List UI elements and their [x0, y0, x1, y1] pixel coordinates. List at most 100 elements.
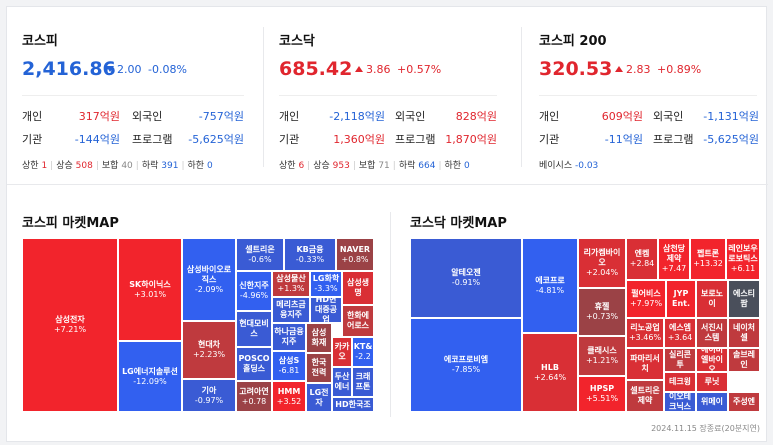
treemap-cell[interactable]: 에코프로비엠 -7.85%	[410, 318, 522, 412]
treemap-cell[interactable]: 한화에어로스	[342, 305, 374, 337]
treemap-cell[interactable]: HD현대중공업	[310, 297, 342, 323]
treemap-cell[interactable]: 삼성S -6.81	[272, 351, 306, 381]
treemap-cell[interactable]: 알테오젠 -0.91%	[410, 238, 522, 318]
investor-label: 외국인	[132, 110, 163, 123]
kosdaq-title[interactable]: 코스닥	[279, 34, 315, 49]
treemap-cell[interactable]: HD한국조	[332, 397, 374, 412]
stock-name: HLB	[541, 362, 559, 372]
treemap-cell[interactable]: SK하이닉스 +3.01%	[118, 238, 182, 341]
treemap-cell[interactable]: 루닛	[696, 372, 728, 392]
kosdaq-treemap: 알테오젠 -0.91% 에코프로비엠 -7.85% 에코프로 -4.81% HLB +2.64…	[410, 238, 760, 412]
treemap-cell[interactable]: 삼성전자 +7.21%	[22, 238, 118, 412]
stock-change: -0.97%	[194, 395, 224, 405]
up-arrow-icon	[355, 66, 363, 72]
treemap-cell[interactable]: 에코프로 -4.81%	[522, 238, 578, 333]
treemap-cell[interactable]: 위메이	[696, 392, 728, 412]
treemap-cell[interactable]: 셀트리온제약	[626, 380, 664, 412]
treemap-cell[interactable]: HMM +3.52	[272, 381, 306, 412]
treemap-cell[interactable]: 휴젤 +0.73%	[578, 288, 626, 336]
investor-value: -1,131억원	[703, 110, 759, 123]
stock-change: +13.32	[693, 259, 723, 268]
treemap-cell[interactable]: 펩트론 +13.32	[690, 238, 726, 280]
treemap-cell[interactable]: LG에너지솔루션 -12.09%	[118, 341, 182, 412]
treemap-cell[interactable]: 현대모비스	[236, 311, 272, 347]
stock-name: 에스엠	[668, 323, 692, 332]
treemap-cell[interactable]: 현대차 +2.23%	[182, 321, 236, 379]
treemap-cell[interactable]: 레인보우로보틱스 +6.11	[726, 238, 760, 280]
stock-change: +3.01%	[133, 289, 167, 299]
treemap-cell[interactable]: KB금융 -0.33%	[284, 238, 336, 271]
treemap-cell[interactable]: 삼성생명	[342, 271, 374, 305]
stock-name: 솔브레인	[732, 350, 756, 369]
treemap-cell[interactable]: 네이처셀	[728, 318, 760, 348]
treemap-cell[interactable]: 삼성물산 +1.3%	[272, 271, 310, 297]
treemap-cell[interactable]: POSCO홀딩스	[236, 347, 272, 381]
treemap-cell[interactable]: 리가켐바이오 +2.04%	[578, 238, 626, 288]
investor-label: 개인	[22, 110, 43, 123]
treemap-cell[interactable]: 펄어비스 +7.97%	[626, 280, 666, 318]
treemap-cell[interactable]: 테크윙	[664, 372, 696, 392]
treemap-cell[interactable]: 두산에너	[332, 367, 352, 397]
treemap-cell[interactable]: 카카오	[332, 337, 352, 367]
kosdaq-rate: +0.57%	[397, 63, 442, 76]
stock-name: 크래프톤	[355, 372, 371, 391]
stock-name: 기아	[201, 385, 217, 395]
treemap-cell[interactable]: HPSP +5.51%	[578, 376, 626, 412]
treemap-cell[interactable]: 파마리서치	[626, 348, 664, 380]
treemap-cell[interactable]: 메리츠금융지주	[272, 297, 310, 323]
treemap-cell[interactable]: NAVER +0.8%	[336, 238, 374, 271]
kosdaq-card[interactable]: 코스닥 685.42 3.86 +0.57% 개인 -2,118억원 외국인 8…	[279, 7, 499, 185]
treemap-cell[interactable]: 에이비엘바이오	[696, 348, 728, 372]
treemap-cell[interactable]: 삼성바이오로직스 -2.09%	[182, 238, 236, 321]
investor-value: 609억원	[601, 110, 643, 123]
kospi200-card[interactable]: 코스피 200 320.53 2.83 +0.89% 개인 609억원 외국인 …	[539, 7, 761, 185]
stock-change: -7.85%	[451, 365, 481, 374]
treemap-cell[interactable]: 보로노이	[696, 280, 728, 318]
stock-name: 현대모비스	[239, 319, 269, 338]
treemap-cell[interactable]: 고려아연 +0.78	[236, 381, 272, 412]
treemap-cell[interactable]: 리노공업 +3.46%	[626, 318, 664, 348]
divider	[263, 27, 264, 167]
investor-label: 프로그램	[653, 133, 694, 146]
treemap-cell[interactable]: 기아 -0.97%	[182, 379, 236, 412]
divider	[390, 212, 391, 417]
treemap-cell[interactable]: KT& -2.2	[352, 337, 374, 367]
stock-name: 실리콘투	[668, 350, 692, 369]
treemap-cell[interactable]: 이오테크닉스	[664, 392, 696, 412]
kospi-title[interactable]: 코스피	[22, 34, 58, 49]
stock-name: 펄어비스	[631, 289, 661, 298]
treemap-cell[interactable]: JYP Ent.	[666, 280, 696, 318]
stock-name: LG전자	[309, 387, 329, 407]
treemap-cell[interactable]: 실리콘투	[664, 348, 696, 372]
treemap-cell[interactable]: 삼성화재	[306, 323, 332, 353]
stock-name: 삼성전자	[55, 315, 85, 324]
treemap-cell[interactable]: 크래프톤	[352, 367, 374, 397]
treemap-cell[interactable]: 주성엔	[728, 392, 760, 412]
stock-name: 셀트리온제약	[630, 386, 660, 405]
treemap-cell[interactable]: HLB +2.64%	[522, 333, 578, 412]
stock-name: 카카오	[334, 342, 350, 361]
stock-name: 보로노이	[700, 289, 724, 308]
treemap-cell[interactable]: 에스티팜	[728, 280, 760, 318]
treemap-cell[interactable]: 한국전력	[306, 353, 332, 383]
treemap-cell[interactable]: 솔브레인	[728, 348, 760, 372]
stock-change: -2.09%	[194, 284, 224, 294]
treemap-cell[interactable]: 셀트리온 -0.6%	[236, 238, 284, 271]
treemap-cell[interactable]: 서진시스템	[696, 318, 728, 348]
stock-name: 신한지주	[239, 281, 269, 290]
treemap-cell[interactable]: LG화학 -3.3%	[310, 271, 342, 297]
treemap-cell[interactable]: 클래시스 +1.21%	[578, 336, 626, 376]
stock-name: 한화에어로스	[346, 311, 370, 330]
treemap-cell[interactable]: 에스엠 +3.64	[664, 318, 696, 348]
treemap-cell[interactable]: 신한지주 -4.96%	[236, 271, 272, 311]
treemap-cell[interactable]: LG전자	[306, 383, 332, 412]
investor-label: 프로그램	[132, 133, 173, 146]
treemap-cell[interactable]: 삼천당제약 +7.47	[658, 238, 690, 280]
stock-change: +3.64	[667, 333, 693, 342]
treemap-cell[interactable]: 하나금융지주	[272, 323, 306, 351]
treemap-cell[interactable]: 엔켐 +2.84	[626, 238, 658, 280]
kospi-card[interactable]: 코스피 2,416.86 2.00 -0.08% 개인 317억원 외국인 -7…	[22, 7, 247, 185]
kospi200-title[interactable]: 코스피 200	[539, 34, 607, 49]
stock-change: +7.21%	[53, 325, 87, 334]
stock-name: LG화학	[312, 274, 340, 283]
